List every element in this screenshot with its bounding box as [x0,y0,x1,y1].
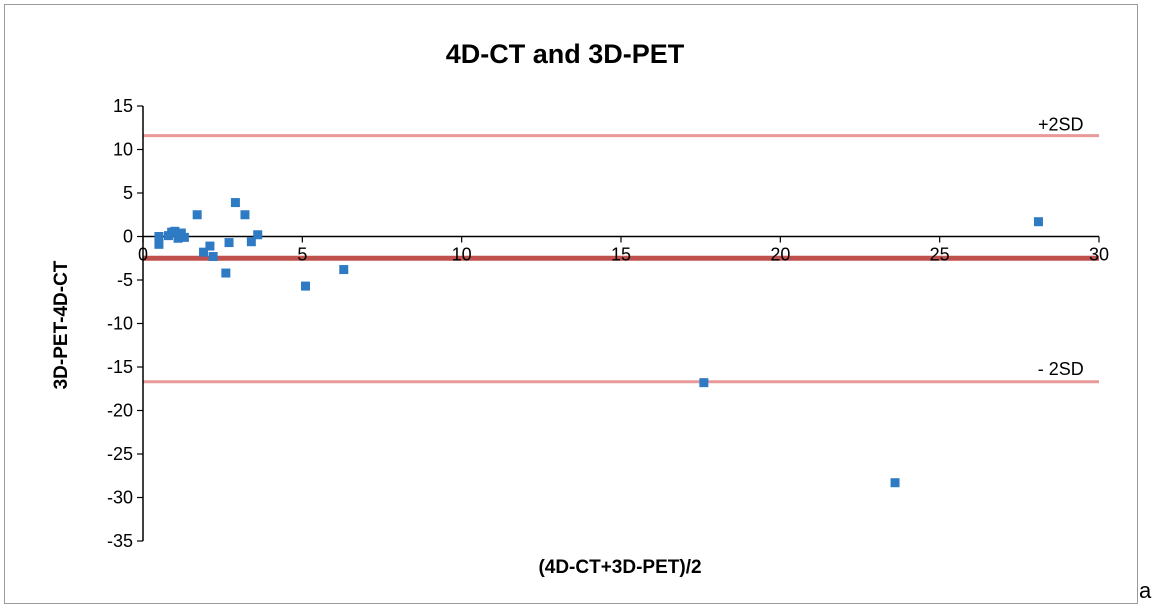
data-point [240,210,250,220]
annotation-label: +2SD [1038,114,1084,134]
data-point [170,226,180,236]
data-point [699,378,709,388]
y-tick-label: -35 [107,531,133,551]
data-point [890,478,900,488]
x-tick-label: 25 [930,245,950,265]
chart-title: 4D-CT and 3D-PET [446,39,685,69]
data-point [179,232,189,242]
data-point [224,238,234,248]
y-tick-label: -25 [107,444,133,464]
x-tick-label: 5 [297,245,307,265]
y-tick-label: 10 [113,140,133,160]
data-point [230,198,240,208]
y-tick-label: 5 [123,183,133,203]
chart-svg: 4D-CT and 3D-PET 3D-PET-4D-CT (4D-CT+3D-… [51,39,1109,578]
y-tick-label: -10 [107,314,133,334]
y-tick-label: -30 [107,488,133,508]
reference-lines [143,134,1099,384]
data-point [154,239,164,249]
panel-label: a [1139,578,1152,603]
y-tick-label: 0 [123,227,133,247]
x-tick-label: 0 [138,245,148,265]
x-tick-label: 10 [452,245,472,265]
data-point [199,247,209,257]
data-point [154,232,164,241]
data-point [1033,217,1043,227]
data-point [246,237,256,247]
x-tick-label: 20 [770,245,790,265]
x-tick-label: 15 [611,245,631,265]
data-point [339,265,349,275]
x-tick-label: 30 [1089,245,1109,265]
data-point [301,281,311,291]
data-point [208,252,218,262]
y-tick-label: -5 [117,270,133,290]
y-axis-title: 3D-PET-4D-CT [51,260,72,389]
y-tick-label: -15 [107,357,133,377]
y-tick-label: 15 [113,96,133,116]
data-point [253,230,263,240]
x-axis-title: (4D-CT+3D-PET)/2 [538,557,701,578]
annotation-labels: +2SD - 2SD [1038,114,1084,378]
data-points [154,198,1043,488]
annotation-label: - 2SD [1038,359,1084,379]
data-point [205,241,215,251]
chart-frame: 4D-CT and 3D-PET 3D-PET-4D-CT (4D-CT+3D-… [4,4,1138,604]
data-point [221,268,231,278]
y-tick-label: -20 [107,401,133,421]
data-point [192,210,202,220]
